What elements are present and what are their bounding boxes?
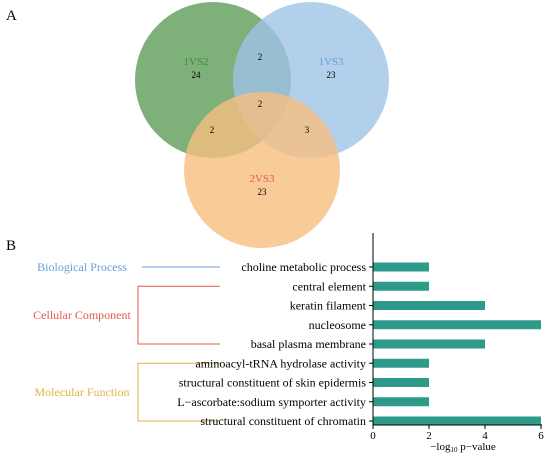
go-enrichment-bar-chart: Biological Process Cellular Component Mole… bbox=[33, 233, 544, 454]
x-tick-label: 4 bbox=[482, 430, 488, 442]
bars bbox=[373, 262, 541, 426]
category-labels: choline metabolic process central element… bbox=[177, 260, 366, 428]
bar bbox=[373, 358, 429, 368]
bar bbox=[373, 301, 485, 310]
overlap-all-three: 2 bbox=[258, 99, 263, 109]
set-count-1vs3: 23 bbox=[327, 70, 337, 80]
x-axis-label-suffix: p−value bbox=[457, 441, 495, 453]
group-brackets: Biological Process Cellular Component Mole… bbox=[33, 260, 220, 422]
venn-diagram: 1VS2 24 1VS3 23 2VS3 23 2 2 3 2 bbox=[135, 2, 389, 248]
category-label: choline metabolic process bbox=[241, 260, 366, 274]
x-tick-label: 0 bbox=[370, 430, 376, 442]
x-axis-label-subscript: 10 bbox=[450, 446, 458, 454]
x-axis: 0 2 4 6 bbox=[369, 233, 544, 442]
venn-circle-2vs3 bbox=[184, 92, 340, 248]
set-count-2vs3: 23 bbox=[258, 187, 268, 197]
bar bbox=[373, 320, 541, 330]
category-label: structural constituent of chromatin bbox=[200, 414, 366, 428]
category-label: basal plasma membrane bbox=[251, 337, 366, 351]
overlap-1vs2-2vs3: 2 bbox=[210, 125, 215, 135]
x-tick-label: 6 bbox=[538, 430, 544, 442]
set-name-1vs3: 1VS3 bbox=[318, 56, 344, 68]
bar bbox=[373, 416, 541, 426]
category-label: aminoacyl-tRNA hydrolase activity bbox=[195, 356, 366, 370]
panel-label-b: B bbox=[6, 238, 16, 254]
bar bbox=[373, 262, 429, 272]
group-label: Cellular Component bbox=[33, 308, 131, 322]
bar bbox=[373, 281, 429, 291]
bar bbox=[373, 339, 485, 349]
panel-label-a: A bbox=[6, 8, 17, 24]
bar bbox=[373, 378, 429, 387]
category-label: L−ascorbate:sodium symporter activity bbox=[177, 395, 366, 409]
category-label: nucleosome bbox=[309, 318, 366, 332]
group-label: Biological Process bbox=[37, 260, 127, 274]
overlap-1vs3-2vs3: 3 bbox=[305, 125, 310, 135]
category-label: keratin filament bbox=[290, 299, 367, 313]
group-label: Molecular Function bbox=[35, 385, 130, 399]
group-bracket bbox=[137, 362, 220, 422]
bar bbox=[373, 397, 429, 407]
x-tick-label: 2 bbox=[426, 430, 432, 442]
set-name-2vs3: 2VS3 bbox=[249, 173, 275, 185]
set-count-1vs2: 24 bbox=[192, 70, 202, 80]
x-axis-label-prefix: −log bbox=[430, 441, 451, 453]
x-axis-label: −log10 p−value bbox=[430, 441, 496, 454]
category-label: central element bbox=[292, 279, 366, 293]
overlap-1vs2-1vs3: 2 bbox=[258, 52, 263, 62]
category-label: structural constituent of skin epidermis bbox=[179, 376, 367, 390]
group-bracket bbox=[137, 285, 220, 345]
set-name-1vs2: 1VS2 bbox=[183, 56, 208, 68]
